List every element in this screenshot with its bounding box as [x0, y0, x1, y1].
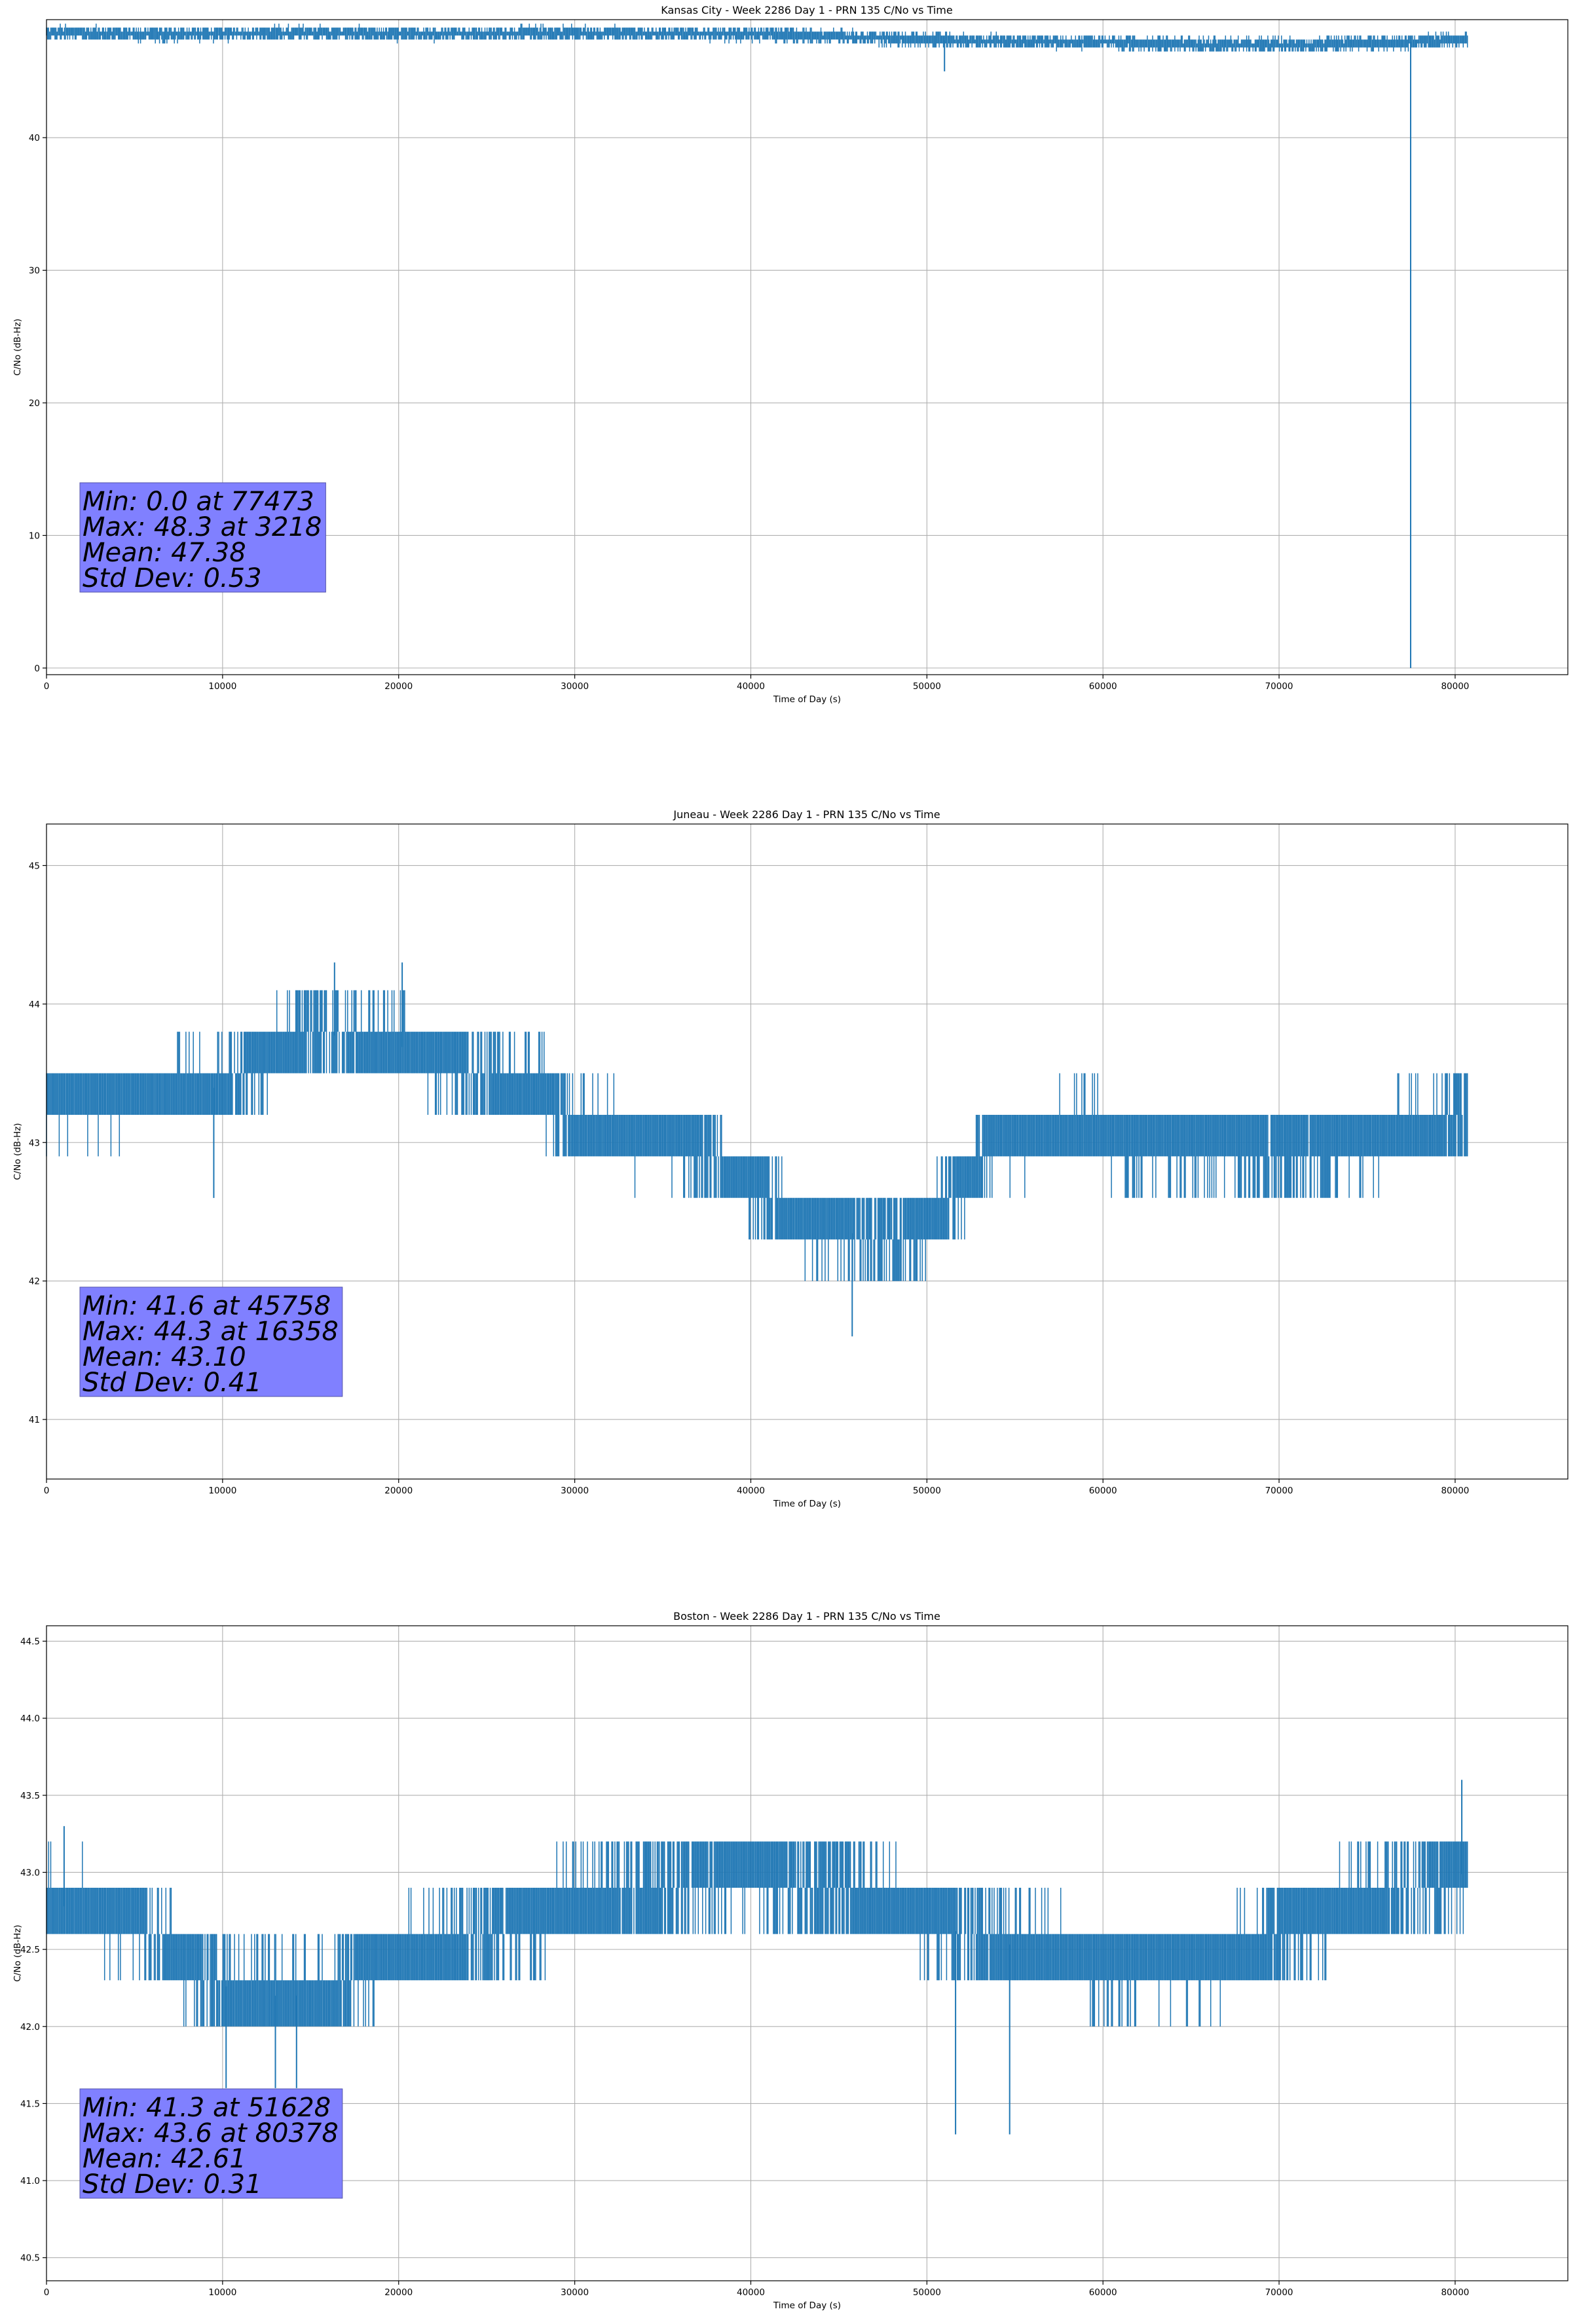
x-tick-label: 50000: [913, 1486, 941, 1496]
stat-min: Min: 41.6 at 45758: [83, 1291, 331, 1321]
series-trace: [46, 990, 1468, 1281]
x-tick-label: 50000: [913, 681, 941, 692]
y-tick-label: 41.5: [20, 2099, 40, 2109]
x-tick-label: 10000: [208, 681, 236, 692]
x-tick-label: 0: [44, 681, 50, 692]
stats-box: Min: 41.6 at 45758 Max: 44.3 at 16358 Me…: [79, 1286, 343, 1398]
y-tick-label: 40: [29, 133, 40, 143]
y-tick-label: 40.5: [20, 2253, 40, 2264]
series-trace: [46, 1841, 1468, 2027]
y-tick-label: 43.0: [20, 1867, 40, 1878]
series-trace: [46, 24, 1468, 52]
stat-mean: Mean: 42.61: [83, 2144, 246, 2174]
x-tick-label: 40000: [737, 1486, 765, 1496]
y-axis-label: C/No (dB-Hz): [12, 1924, 23, 1981]
x-tick-label: 40000: [737, 2287, 765, 2298]
chart-boston: Boston - Week 2286 Day 1 - PRN 135 C/No …: [12, 1610, 1568, 2311]
x-tick-label: 60000: [1089, 1486, 1117, 1496]
data-series: [46, 24, 1468, 668]
chart-kansas-city: Kansas City - Week 2286 Day 1 - PRN 135 …: [12, 4, 1568, 705]
stat-max: Max: 44.3 at 16358: [83, 1317, 339, 1347]
y-axis-label: C/No (dB-Hz): [12, 318, 23, 375]
stat-std-dev: Std Dev: 0.31: [83, 2169, 262, 2200]
plot-frame: [46, 1625, 1568, 2281]
y-tick-label: 42: [29, 1277, 40, 1287]
y-tick-label: 43.5: [20, 1791, 40, 1801]
x-tick-label: 60000: [1089, 2287, 1117, 2298]
y-tick-label: 10: [29, 531, 40, 541]
plot-frame: [46, 19, 1568, 675]
x-tick-label: 70000: [1265, 2287, 1293, 2298]
chart-title: Kansas City - Week 2286 Day 1 - PRN 135 …: [661, 4, 952, 16]
chart-title: Juneau - Week 2286 Day 1 - PRN 135 C/No …: [673, 808, 940, 821]
tick-labels: 0 10000 20000 30000 40000 50000 60000 70000 8000…: [20, 1637, 1469, 2298]
x-axis-label: Time of Day (s): [773, 694, 841, 705]
x-tick-label: 10000: [208, 1486, 236, 1496]
x-tick-label: 0: [44, 2287, 50, 2298]
y-tick-label: 41: [29, 1415, 40, 1425]
tick-labels: 0 10000 20000 30000 40000 50000 60000 70000 8000…: [29, 133, 1470, 692]
x-tick-label: 0: [44, 1486, 50, 1496]
stat-min: Min: 0.0 at 77473: [83, 487, 314, 517]
stat-min: Min: 41.3 at 51628: [83, 2093, 331, 2123]
stats-box-background: [79, 2088, 343, 2199]
stat-max: Max: 48.3 at 3218: [83, 512, 322, 542]
y-tick-label: 43: [29, 1138, 40, 1148]
x-axis-label: Time of Day (s): [773, 1499, 841, 1509]
y-tick-label: 41.0: [20, 2176, 40, 2186]
y-tick-label: 20: [29, 398, 40, 409]
x-tick-label: 60000: [1089, 681, 1117, 692]
y-tick-label: 42.5: [20, 1945, 40, 1955]
stat-std-dev: Std Dev: 0.53: [83, 563, 262, 593]
stat-mean: Mean: 47.38: [83, 538, 246, 568]
data-series: [46, 962, 1468, 1337]
y-tick-label: 0: [34, 664, 40, 674]
x-tick-label: 80000: [1441, 681, 1469, 692]
x-tick-label: 80000: [1441, 1486, 1469, 1496]
x-tick-label: 20000: [384, 681, 413, 692]
x-tick-label: 20000: [384, 2287, 413, 2298]
stat-std-dev: Std Dev: 0.41: [83, 1368, 262, 1398]
x-tick-label: 70000: [1265, 681, 1293, 692]
x-tick-label: 80000: [1441, 2287, 1469, 2298]
chart-juneau: Juneau - Week 2286 Day 1 - PRN 135 C/No …: [12, 808, 1568, 1509]
stats-box: Min: 0.0 at 77473 Max: 48.3 at 3218 Mean…: [79, 482, 326, 593]
x-tick-label: 30000: [561, 1486, 589, 1496]
y-tick-label: 44.5: [20, 1637, 40, 1647]
x-axis-label: Time of Day (s): [773, 2300, 841, 2311]
stats-box-background: [79, 1286, 343, 1397]
x-tick-label: 20000: [384, 1486, 413, 1496]
x-tick-label: 70000: [1265, 1486, 1293, 1496]
plot-frame: [46, 823, 1568, 1480]
x-tick-label: 30000: [561, 2287, 589, 2298]
y-axis-label: C/No (dB-Hz): [12, 1123, 23, 1180]
tick-labels: 0 10000 20000 30000 40000 50000 60000 70000 8000…: [29, 861, 1470, 1496]
stat-mean: Mean: 43.10: [83, 1342, 246, 1372]
chart-title: Boston - Week 2286 Day 1 - PRN 135 C/No …: [673, 1610, 940, 1622]
y-tick-label: 42.0: [20, 2022, 40, 2033]
x-tick-label: 10000: [208, 2287, 236, 2298]
stat-max: Max: 43.6 at 80378: [83, 2118, 339, 2148]
y-tick-label: 45: [29, 861, 40, 871]
stats-box-background: [79, 482, 326, 593]
x-tick-label: 40000: [737, 681, 765, 692]
stats-box: Min: 41.3 at 51628 Max: 43.6 at 80378 Me…: [79, 2088, 343, 2200]
y-tick-label: 44: [29, 1000, 40, 1010]
data-series: [46, 1780, 1468, 2135]
y-tick-label: 30: [29, 266, 40, 276]
x-tick-label: 30000: [561, 681, 589, 692]
x-tick-label: 50000: [913, 2287, 941, 2298]
y-tick-label: 44.0: [20, 1714, 40, 1724]
